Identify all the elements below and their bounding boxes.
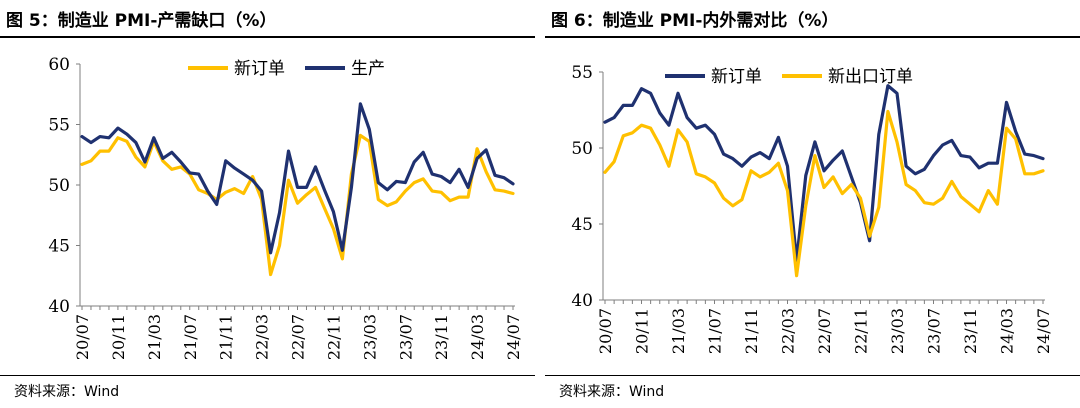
x-tick-label: 22/03 [253,314,272,360]
x-tick-label: 23/07 [925,308,944,354]
x-tick-label: 23/11 [432,314,451,360]
x-tick-label: 21/07 [181,314,200,360]
legend-label: 新订单 [711,67,762,87]
y-tick-label: 45 [571,215,593,235]
series-line-2 [603,109,1045,278]
y-tick-label: 55 [48,116,70,136]
title-divider [545,36,1080,38]
legend-label: 新出口订单 [828,67,913,87]
x-tick-label: 23/03 [888,308,907,354]
y-tick-label: 40 [571,291,593,311]
y-tick-label: 40 [48,297,70,317]
x-tick-label: 23/07 [396,314,415,360]
right-chart-panel: 图 6：制造业 PMI-内外需对比（%） 40 45 50 55 20/07 20/11 2… [545,0,1080,408]
line-chart-pmi-gap: 40 45 50 55 60 20/07 20/11 21/03 21/07 21/11 22/03… [48,55,523,360]
series-line-1 [603,84,1045,263]
x-tick-label: 21/11 [217,314,236,360]
x-tick-label: 20/11 [109,314,128,360]
x-tick-label: 21/03 [669,308,688,354]
x-tick-label: 21/03 [145,314,164,360]
x-tick-label: 20/07 [596,308,615,354]
y-tick-label: 60 [48,55,70,75]
source-note: 资料来源：Wind [14,384,120,400]
source-divider [545,375,1080,376]
x-tick-label: 24/03 [468,314,487,360]
y-tick-label: 50 [571,139,593,159]
x-tick-label: 20/07 [73,314,92,360]
line-chart-domestic-foreign-demand: 40 45 50 55 20/07 20/11 21/03 21/07 21/11 22/03 22… [571,63,1053,354]
title-divider [0,36,535,38]
x-tick-label: 23/03 [360,314,379,360]
x-tick-label: 22/11 [852,308,871,354]
source-note: 资料来源：Wind [559,384,665,400]
legend-label: 新订单 [234,59,285,79]
y-tick-label: 45 [48,237,70,257]
y-tick-label: 55 [571,63,593,83]
x-tick-label: 22/07 [815,308,834,354]
x-tick-label: 24/07 [504,314,523,360]
figure-title: 图 6：制造业 PMI-内外需对比（%） [551,11,839,31]
y-tick-label: 50 [48,176,70,196]
x-tick-label: 21/07 [706,308,725,354]
legend-label: 生产 [351,59,385,79]
x-tick-label: 21/11 [742,308,761,354]
x-tick-label: 22/11 [324,314,343,360]
series-line-2 [80,102,515,255]
x-tick-label: 24/07 [1034,308,1053,354]
left-chart-panel: 图 5：制造业 PMI-产需缺口（%） 40 45 50 55 60 20/07 20/11… [0,0,535,408]
figure-title: 图 5：制造业 PMI-产需缺口（%） [6,11,277,31]
x-tick-label: 22/03 [779,308,798,354]
source-divider [0,375,535,376]
x-tick-label: 22/07 [289,314,308,360]
x-tick-label: 24/03 [998,308,1017,354]
x-tick-label: 23/11 [961,308,980,354]
x-tick-label: 20/11 [633,308,652,354]
